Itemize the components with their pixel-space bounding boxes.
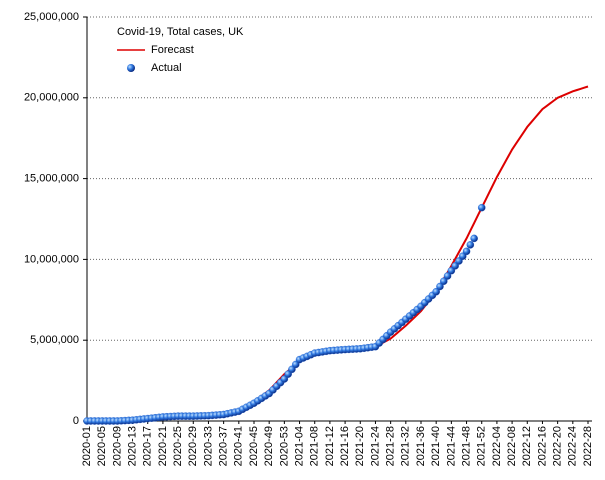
y-tick-label: 25,000,000 (24, 11, 79, 23)
y-tick-label: 15,000,000 (24, 173, 79, 185)
plot: 0 5,000,000 10,000,000 15,000,000 20,000,000… (24, 11, 594, 466)
actual-point (462, 247, 471, 256)
legend-marker (127, 64, 135, 72)
x-tick-label: 2020-13 (126, 426, 138, 466)
x-tick-label: 2020-41 (233, 426, 245, 466)
x-tick-label: 2022-20 (552, 426, 564, 466)
y-tick-label: 5,000,000 (30, 334, 79, 346)
x-tick-label: 2021-52 (476, 426, 488, 466)
x-tick-label: 2022-24 (567, 426, 579, 466)
x-tick-label: 2020-25 (172, 426, 184, 466)
y-tick-label: 20,000,000 (24, 92, 79, 104)
x-tick-label: 2022-16 (536, 426, 548, 466)
legend-label: Forecast (151, 44, 194, 56)
x-tick-label: 2020-01 (81, 426, 93, 466)
x-tick-label: 2021-12 (324, 426, 336, 466)
x-tick-label: 2021-32 (400, 426, 412, 466)
y-tick-label: 0 (73, 415, 79, 427)
x-tick-label: 2021-20 (354, 426, 366, 466)
x-tick-label: 2020-21 (157, 426, 169, 466)
x-tick-label: 2020-33 (202, 426, 214, 466)
x-tick-label: 2021-36 (415, 426, 427, 466)
actual-point (440, 277, 448, 285)
actual-point (443, 272, 452, 280)
x-tick-label: 2021-40 (430, 426, 442, 466)
actual-point (466, 241, 475, 249)
y-tick-label: 10,000,000 (24, 253, 79, 265)
x-tick-label: 2021-24 (369, 426, 381, 466)
x-tick-label: 2020-05 (96, 426, 108, 466)
forecast-line (87, 85, 589, 422)
legend-label: Actual (151, 62, 182, 74)
x-tick-label: 2020-37 (218, 426, 230, 466)
x-tick-label: 2022-04 (491, 426, 503, 466)
actual-point (477, 203, 486, 212)
x-tick-label: 2022-12 (521, 426, 533, 466)
x-tick-label: 2020-17 (142, 426, 154, 466)
x-tick-label: 2022-08 (506, 426, 518, 466)
actual-point (436, 282, 444, 291)
actual-point (470, 234, 478, 243)
x-tick-label: 2021-44 (445, 426, 457, 466)
legend-title: Covid-19, Total cases, UK (117, 26, 244, 38)
x-tick-label: 2021-48 (460, 426, 472, 466)
x-tick-label: 2020-29 (187, 426, 199, 466)
actual-point (432, 287, 440, 296)
x-tick-label: 2021-16 (339, 426, 351, 466)
x-tick-label: 2020-49 (263, 426, 275, 466)
x-tick-label: 2021-04 (293, 426, 305, 466)
x-tick-label: 2021-08 (309, 426, 321, 466)
x-tick-label: 2020-53 (278, 426, 290, 466)
x-tick-label: 2021-28 (385, 426, 397, 466)
x-tick-label: 2020-09 (111, 426, 123, 466)
x-tick-label: 2020-45 (248, 426, 260, 466)
x-tick-label: 2022-28 (582, 426, 594, 466)
